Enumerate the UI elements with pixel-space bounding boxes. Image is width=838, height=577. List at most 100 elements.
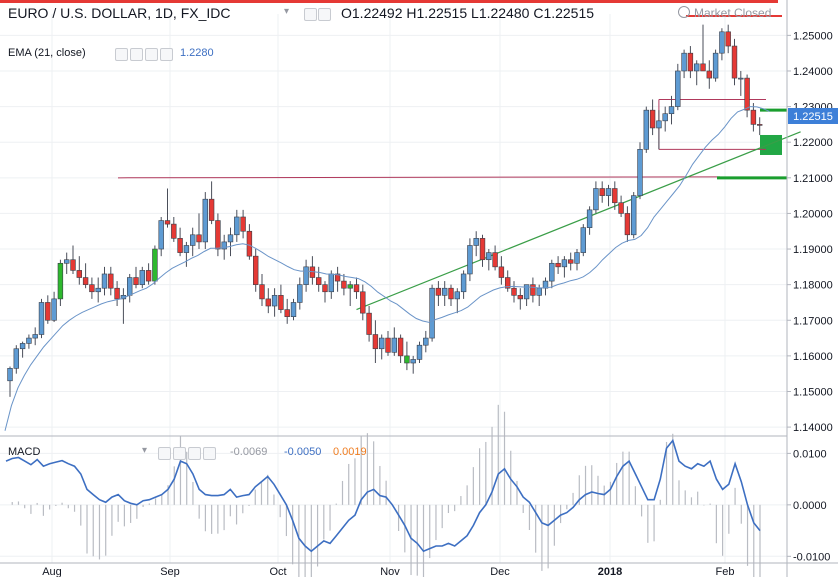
candle-body (618, 202, 624, 214)
macd-add-icon[interactable] (188, 447, 201, 460)
candle-body (183, 245, 190, 253)
candle-body (681, 52, 687, 72)
top-red-bar (0, 0, 778, 3)
legend-chevron-icon[interactable]: ▾ (284, 6, 290, 17)
ema-settings-icon[interactable] (130, 48, 143, 61)
candle (416, 341, 423, 363)
candle (334, 266, 341, 292)
candle-body (744, 77, 750, 111)
candle (95, 277, 101, 303)
candle-body (315, 277, 322, 285)
candle-body (70, 259, 76, 271)
candle (687, 46, 694, 79)
candle-body (51, 298, 57, 321)
candle-body (523, 284, 530, 300)
ema-add-icon[interactable] (145, 48, 158, 61)
candle (750, 103, 757, 132)
high-value: 1.22515 (416, 5, 468, 21)
candle (378, 334, 385, 360)
candle (618, 195, 624, 217)
candle-body (271, 295, 278, 307)
symbol-title[interactable]: EURO / U.S. DOLLAR, 1D, FX_IDC (8, 5, 231, 21)
candle (290, 298, 297, 321)
candle (523, 284, 530, 307)
candle (693, 60, 700, 86)
macd-value-3: 0.0019 (333, 446, 367, 458)
candle (190, 227, 196, 257)
time-axis[interactable]: Aug Sep Oct Nov Dec 2018 Feb (42, 566, 734, 577)
candle-body (637, 149, 643, 196)
candle (712, 49, 719, 82)
candle-body (64, 259, 70, 264)
candle-body (234, 216, 240, 236)
candle-body (756, 124, 763, 126)
candle (208, 181, 215, 225)
candle (341, 273, 347, 296)
candle (127, 273, 133, 303)
candle (454, 288, 460, 314)
time-tick-label: Oct (269, 566, 286, 577)
candle-body (649, 109, 656, 129)
candle-body (656, 120, 662, 129)
hide-icon[interactable] (304, 8, 317, 21)
candle (139, 266, 145, 289)
candle (240, 209, 246, 239)
candle (145, 263, 152, 285)
price-badge: 1.22515 (788, 108, 838, 124)
candle (492, 245, 498, 271)
candle (649, 99, 656, 136)
candle (360, 284, 366, 321)
candle-body (643, 109, 650, 150)
candle-body (82, 277, 89, 285)
candle (64, 252, 70, 274)
candle-body (341, 280, 347, 289)
candle (719, 28, 725, 61)
candle (473, 231, 479, 257)
candle-body (738, 77, 744, 80)
settings-icon[interactable] (318, 8, 331, 21)
candle-body (322, 284, 328, 293)
ema-hide-icon[interactable] (115, 48, 128, 61)
candle (668, 95, 675, 125)
close-value: 1.22515 (543, 5, 595, 21)
candle-body (26, 337, 32, 344)
candle (397, 334, 404, 363)
candle-body (454, 291, 460, 300)
candle-body (133, 277, 139, 285)
candle-body (725, 31, 731, 47)
candle (599, 181, 605, 203)
price-tick-label: 1.25000 (793, 30, 833, 42)
price-axis[interactable]: 1.250001.240001.230001.220001.210001.200… (787, 30, 833, 563)
price-tick-label: 1.19000 (793, 244, 833, 256)
candle-body (599, 188, 605, 196)
candle (662, 106, 668, 132)
candle-body (152, 248, 158, 282)
candle (32, 327, 38, 346)
candle-body (612, 188, 618, 204)
candle (706, 60, 713, 89)
macd-hide-icon[interactable] (158, 447, 171, 460)
candle (177, 227, 183, 257)
macd-close-icon[interactable] (203, 447, 216, 460)
time-tick-label: Nov (380, 566, 400, 577)
ema-label[interactable]: EMA (21, close) (8, 47, 86, 59)
candle-body (719, 31, 725, 54)
candle (429, 284, 435, 342)
candle (486, 249, 492, 271)
candle-body (467, 245, 473, 275)
macd-label[interactable]: MACD (8, 446, 41, 458)
macd-chevron-icon[interactable]: ▾ (142, 445, 148, 456)
price-tick-label: 1.20000 (793, 208, 833, 220)
candle-body (750, 109, 757, 125)
candle (265, 288, 271, 314)
low-label: L (471, 5, 479, 21)
candle-body (687, 52, 694, 72)
time-tick-label: Feb (716, 566, 735, 577)
macd-settings-icon[interactable] (173, 447, 186, 460)
ema-close-icon[interactable] (160, 48, 173, 61)
candle-body (479, 238, 486, 261)
candle-body (580, 227, 587, 253)
entry-zone (760, 134, 782, 155)
candle-body (253, 255, 259, 285)
